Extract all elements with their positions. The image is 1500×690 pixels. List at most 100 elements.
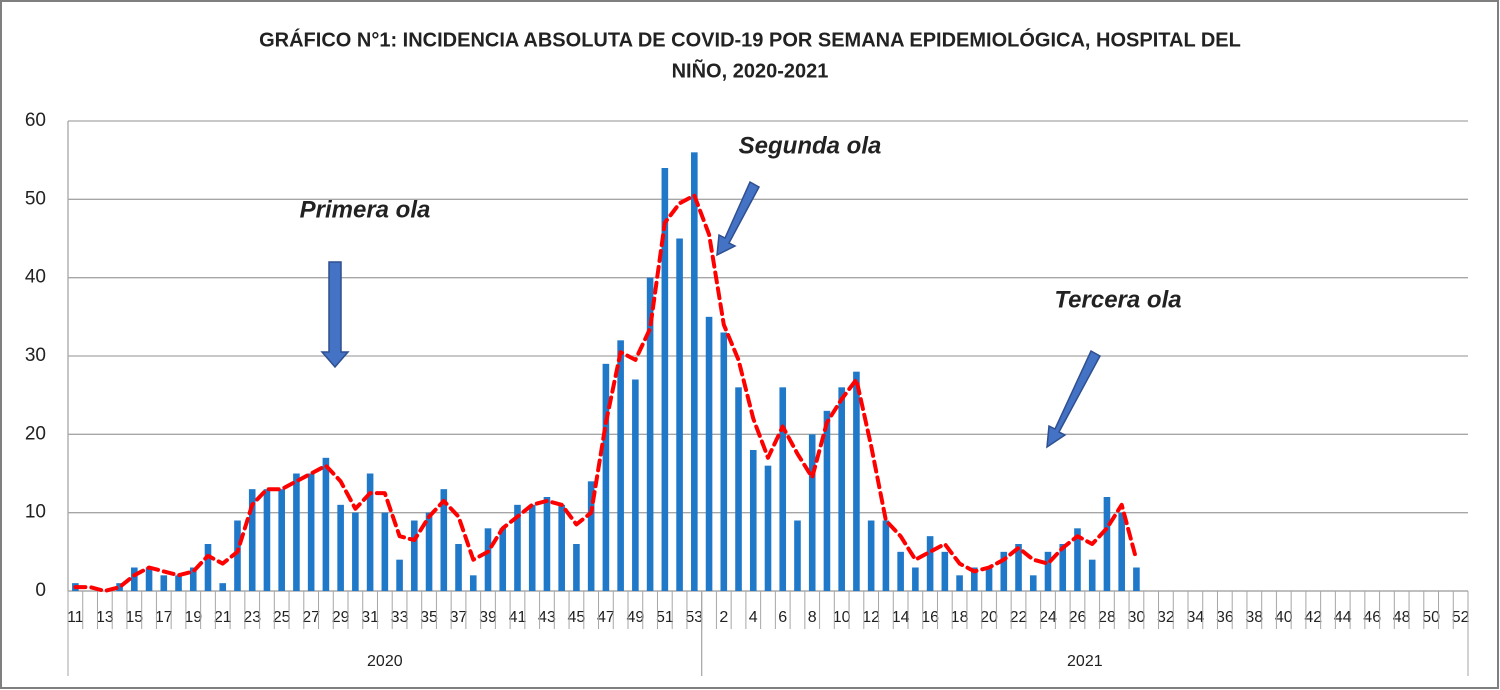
x-tick-label: 10: [833, 609, 851, 626]
x-tick-label: 51: [656, 609, 674, 626]
plot: [72, 152, 1140, 593]
bar: [749, 450, 757, 591]
y-tick-label: 20: [25, 423, 46, 444]
bar: [396, 559, 403, 591]
x-tick-label: 42: [1304, 609, 1322, 626]
x-tick-label: 47: [597, 609, 615, 626]
x-tick-label: 18: [951, 609, 969, 626]
bar: [882, 520, 890, 591]
bar: [278, 489, 285, 591]
x-tick-label: 22: [1010, 609, 1028, 626]
bar: [381, 512, 389, 591]
x-tick-label: 2: [719, 609, 728, 626]
bar: [956, 575, 963, 591]
bar: [145, 567, 153, 591]
bar: [1133, 567, 1140, 591]
x-tick-label: 27: [302, 609, 320, 626]
bar: [558, 504, 565, 591]
bar: [234, 520, 241, 591]
x-tick-label: 11: [67, 609, 84, 626]
bar: [602, 363, 610, 591]
x-tick-label: 34: [1186, 609, 1204, 626]
bar: [307, 473, 315, 591]
bar: [587, 481, 595, 591]
bar: [1118, 512, 1125, 591]
annotation: Segunda ola: [739, 132, 882, 159]
chart-title: GRÁFICO N°1: INCIDENCIA ABSOLUTA DE COVI…: [259, 27, 1241, 51]
bar: [248, 489, 256, 591]
bar: [646, 277, 654, 591]
x-tick-label: 43: [538, 609, 556, 626]
x-tick-label: 40: [1275, 609, 1293, 626]
bar: [1015, 544, 1022, 591]
bar: [116, 583, 123, 591]
bar: [293, 473, 300, 591]
bar: [131, 567, 138, 591]
y-tick-label: 0: [35, 580, 46, 601]
bar: [189, 567, 197, 591]
bar: [543, 497, 551, 591]
x-tick-label: 36: [1216, 609, 1234, 626]
bar: [735, 387, 742, 591]
bar: [838, 387, 845, 591]
x-tick-label: 17: [155, 609, 173, 626]
x-tick-label: 32: [1157, 609, 1175, 626]
y-tick-label: 30: [25, 345, 46, 366]
x-tick-label: 8: [808, 609, 817, 626]
x-tick-label: 33: [391, 609, 409, 626]
bar: [1059, 544, 1067, 591]
x-tick-label: 21: [214, 609, 232, 626]
bar: [632, 379, 639, 591]
bar: [617, 340, 624, 591]
x-tick-label: 4: [749, 609, 758, 626]
bar: [204, 544, 212, 591]
x-tick-label: 48: [1393, 609, 1411, 626]
bar: [1044, 551, 1052, 591]
group-label: 2021: [1067, 653, 1103, 670]
x-tick-label: 16: [921, 609, 939, 626]
bar: [808, 434, 816, 591]
x-tick-label: 23: [243, 609, 261, 626]
x-tick-label: 26: [1069, 609, 1087, 626]
bar: [1029, 575, 1037, 591]
y-tick-label: 50: [25, 188, 46, 209]
bar: [720, 332, 728, 591]
bar: [175, 575, 182, 591]
x-tick-label: 19: [184, 609, 202, 626]
bar: [691, 152, 698, 592]
bar: [971, 567, 978, 591]
arrow: [716, 180, 761, 257]
group-label: 2020: [367, 653, 403, 670]
y-tick-label: 40: [25, 267, 46, 288]
annotation: Primera ola: [300, 196, 431, 223]
bar: [514, 504, 521, 591]
x-tick-label: 50: [1422, 609, 1440, 626]
x-tick-label: 30: [1128, 609, 1146, 626]
y-tick-label: 10: [25, 502, 46, 523]
arrow: [320, 261, 350, 369]
bar: [573, 544, 580, 591]
bar: [661, 168, 669, 591]
bar: [676, 238, 683, 591]
bar: [912, 567, 919, 591]
x-tick-label: 31: [361, 609, 379, 626]
bar: [794, 520, 801, 591]
x-tick-label: 35: [420, 609, 438, 626]
bar: [337, 504, 344, 591]
x-tick-label: 12: [862, 609, 880, 626]
y-tick-label: 60: [25, 110, 46, 131]
x-tick-label: 14: [892, 609, 910, 626]
x-tick-label: 46: [1363, 609, 1381, 626]
x-tick-label: 53: [685, 609, 703, 626]
bar: [985, 567, 993, 591]
bar: [425, 512, 433, 591]
bar: [941, 551, 949, 591]
x-tick-label: 38: [1245, 609, 1263, 626]
x-tick-label: 37: [450, 609, 468, 626]
chart-title: NIÑO, 2020-2021: [672, 59, 829, 82]
bar: [469, 575, 477, 591]
x-tick-label: 13: [96, 609, 114, 626]
bar: [263, 489, 271, 591]
annotation: Tercera ola: [1054, 286, 1181, 313]
x-tick-label: 49: [626, 609, 644, 626]
